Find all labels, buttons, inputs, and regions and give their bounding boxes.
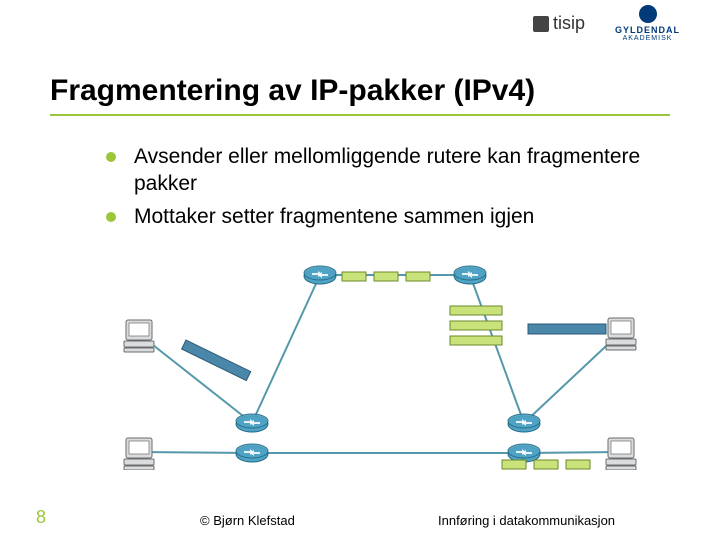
- router-icon: [508, 414, 540, 432]
- tisip-text: tisip: [553, 13, 585, 34]
- gyldendal-name: GYLDENDAL: [615, 25, 680, 35]
- packet-fragment-icon: [450, 306, 502, 315]
- network-link: [252, 275, 320, 423]
- pc-icon: [124, 438, 154, 470]
- packet-fragment-icon: [534, 460, 558, 469]
- router-icon: [304, 266, 336, 284]
- bullet-text: Avsender eller mellomliggende rutere kan…: [134, 144, 666, 198]
- fragmentation-diagram: [90, 260, 650, 470]
- gyldendal-icon: [639, 5, 657, 23]
- bullet-list: Avsender eller mellomliggende rutere kan…: [106, 144, 666, 237]
- packet-fragment-icon: [374, 272, 398, 281]
- packet-fragment-icon: [450, 336, 502, 345]
- pc-icon: [606, 318, 636, 350]
- logo-bar: tisip GYLDENDAL AKADEMISK: [533, 5, 680, 42]
- tisip-mark-icon: [533, 16, 549, 32]
- router-icon: [454, 266, 486, 284]
- packet-fragment-icon: [502, 460, 526, 469]
- packet-fragment-icon: [342, 272, 366, 281]
- diagram-svg: [90, 260, 650, 470]
- packet-fragment-icon: [566, 460, 590, 469]
- packet-fragment-icon: [450, 321, 502, 330]
- pc-icon: [124, 320, 154, 352]
- course-name: Innføring i datakommunikasjon: [438, 513, 615, 528]
- router-icon: [236, 414, 268, 432]
- bullet-dot-icon: [106, 212, 116, 222]
- network-link: [470, 275, 524, 423]
- packet-fragment-icon: [406, 272, 430, 281]
- packet-large-icon: [528, 324, 606, 334]
- list-item: Mottaker setter fragmentene sammen igjen: [106, 204, 666, 231]
- tisip-logo: tisip: [533, 13, 585, 34]
- gyldendal-sub: AKADEMISK: [623, 35, 673, 42]
- bullet-text: Mottaker setter fragmentene sammen igjen: [134, 204, 534, 231]
- router-icon: [508, 444, 540, 462]
- copyright: © Bjørn Klefstad: [200, 513, 295, 528]
- slide: tisip GYLDENDAL AKADEMISK Fragmentering …: [0, 0, 720, 540]
- router-icon: [236, 444, 268, 462]
- gyldendal-logo: GYLDENDAL AKADEMISK: [615, 5, 680, 42]
- pc-icon: [606, 438, 636, 470]
- bullet-dot-icon: [106, 152, 116, 162]
- slide-number: 8: [36, 507, 46, 528]
- list-item: Avsender eller mellomliggende rutere kan…: [106, 144, 666, 198]
- title-rule: [50, 114, 670, 116]
- title-wrap: Fragmentering av IP-pakker (IPv4): [50, 74, 535, 108]
- network-link: [139, 452, 252, 453]
- slide-title: Fragmentering av IP-pakker (IPv4): [50, 74, 535, 108]
